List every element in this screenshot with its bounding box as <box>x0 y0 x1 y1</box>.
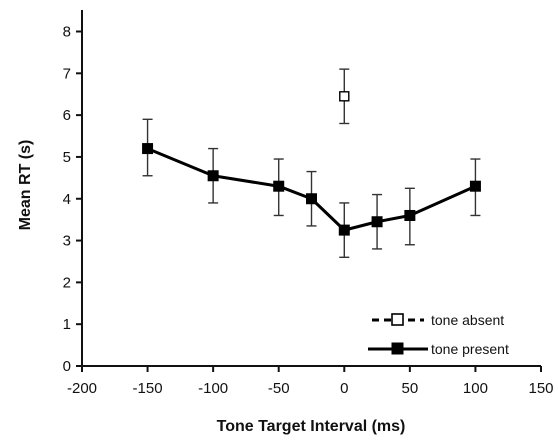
data-point <box>306 193 317 205</box>
y-tick-label: 8 <box>63 24 71 41</box>
x-tick-label: -50 <box>268 380 290 397</box>
series-tone-present <box>142 118 481 258</box>
plot-area <box>142 68 481 258</box>
x-tick-label: 50 <box>402 380 419 397</box>
x-axis: -200 -150 -100 -50 0 50 100 150 <box>67 365 554 397</box>
y-axis-title: Mean RT (s) <box>17 140 34 231</box>
data-point <box>339 91 350 102</box>
x-tick-label: 150 <box>528 380 553 397</box>
data-point <box>273 180 285 192</box>
y-tick-label: 1 <box>63 316 71 333</box>
y-tick-label: 3 <box>63 233 71 250</box>
series-tone-absent <box>339 68 350 125</box>
x-axis-title: Tone Target Interval (ms) <box>217 418 406 435</box>
x-tick-label: 0 <box>340 380 348 397</box>
y-tick-label: 6 <box>63 107 71 124</box>
y-tick-label: 5 <box>63 149 71 166</box>
y-tick-label: 4 <box>63 191 71 208</box>
y-tick-label: 0 <box>63 358 71 375</box>
x-tick-label: 100 <box>463 380 488 397</box>
y-axis: 0 1 2 3 4 5 6 7 8 <box>63 10 83 375</box>
legend-marker-tone-absent <box>391 313 404 326</box>
y-tick-label: 2 <box>63 274 71 291</box>
legend-label-tone-present: tone present <box>431 341 509 357</box>
x-tick-label: -200 <box>67 380 97 397</box>
data-point <box>142 143 154 155</box>
y-tick-label: 7 <box>63 65 71 82</box>
data-point <box>469 180 481 192</box>
x-tick-label: -150 <box>133 380 163 397</box>
data-point <box>404 209 416 221</box>
legend-label-tone-absent: tone absent <box>431 312 504 328</box>
legend-item-tone-absent: tone absent <box>372 312 504 328</box>
data-point <box>338 224 350 236</box>
legend-marker-tone-present <box>391 342 404 355</box>
legend: tone absent tone present <box>368 312 509 357</box>
x-tick-label: -100 <box>198 380 228 397</box>
data-point <box>207 170 219 182</box>
legend-item-tone-present: tone present <box>368 341 509 357</box>
data-point <box>371 216 383 228</box>
